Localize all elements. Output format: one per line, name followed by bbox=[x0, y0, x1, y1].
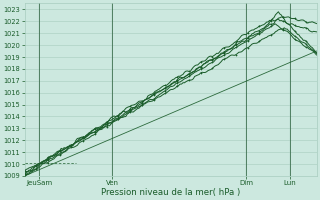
X-axis label: Pression niveau de la mer( hPa ): Pression niveau de la mer( hPa ) bbox=[101, 188, 240, 197]
